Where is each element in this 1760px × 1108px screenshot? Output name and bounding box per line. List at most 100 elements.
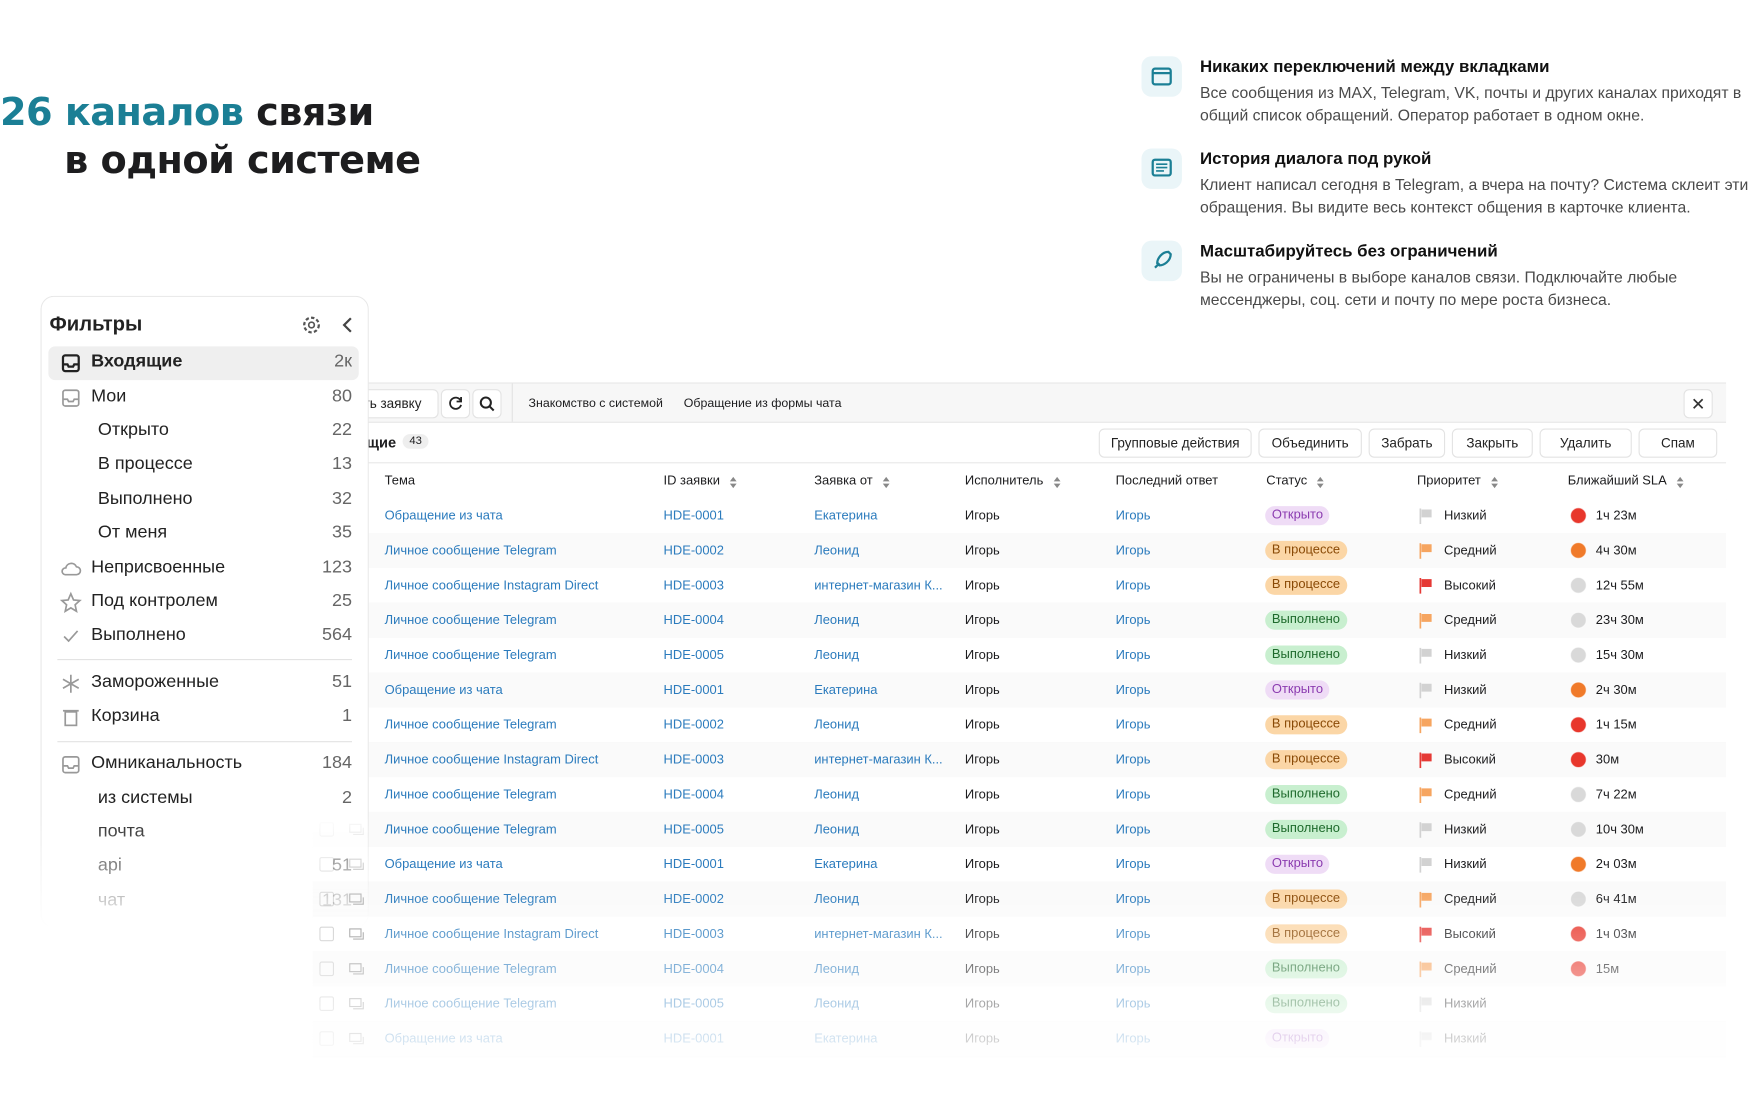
cell-text[interactable]: Екатерина <box>814 858 878 872</box>
cell-text[interactable]: Игорь <box>1115 718 1151 733</box>
cell-text[interactable]: HDE-0005 <box>663 648 724 663</box>
cell-text[interactable]: Леонид <box>814 997 860 1012</box>
cell-text[interactable]: HDE-0003 <box>663 753 724 767</box>
cell-text[interactable]: Игорь <box>1115 648 1151 663</box>
cell-text[interactable]: Екатерина <box>814 683 878 698</box>
row-checkbox[interactable] <box>319 926 335 942</box>
filter-label[interactable]: Выполнено <box>97 489 193 509</box>
cell-text[interactable]: Игорь <box>1115 1032 1151 1046</box>
cell-text[interactable]: Личное сообщение Instagram Direct <box>384 927 599 942</box>
cell-text[interactable]: Игорь <box>1115 788 1151 802</box>
cell-text[interactable]: Леонид <box>814 718 860 733</box>
row-checkbox[interactable] <box>319 996 335 1012</box>
filter-label[interactable]: От меня <box>97 522 168 543</box>
cell-text[interactable]: HDE-0002 <box>663 718 724 733</box>
cell-text[interactable]: Обращение из чата <box>384 683 503 698</box>
cell-text[interactable]: Игорь <box>1115 509 1151 523</box>
cell-text[interactable]: Екатерина <box>814 1032 878 1046</box>
filter-label[interactable]: почта <box>97 822 145 842</box>
cell-text[interactable]: HDE-0004 <box>663 962 724 977</box>
column-header[interactable]: Приоритет <box>1416 474 1481 489</box>
settings-icon[interactable] <box>300 314 322 336</box>
cell-text[interactable]: HDE-0002 <box>663 892 724 907</box>
filter-label[interactable]: Замороженные <box>91 672 220 692</box>
cell-text[interactable]: Леонид <box>814 892 860 907</box>
cell-text[interactable]: Личное сообщение Telegram <box>384 544 557 558</box>
row-checkbox[interactable] <box>319 961 335 977</box>
cell-text[interactable]: Игорь <box>1115 683 1151 698</box>
column-header[interactable]: Тема <box>384 474 416 489</box>
filter-label[interactable]: В процессе <box>97 454 193 474</box>
column-header[interactable]: Ближайший SLA <box>1567 474 1667 489</box>
action-button[interactable]: Закрыть <box>1451 428 1533 458</box>
column-header[interactable]: Исполнитель <box>964 474 1044 489</box>
action-button[interactable]: Групповые действия <box>1098 428 1252 458</box>
filter-label[interactable]: чат <box>97 890 126 910</box>
column-header[interactable]: Последний ответ <box>1115 474 1218 489</box>
filter-label[interactable]: Под контролем <box>91 591 218 611</box>
cell-text[interactable]: Игорь <box>1115 753 1151 767</box>
cell-text[interactable]: интернет-магазин К... <box>814 927 943 942</box>
cell-text[interactable]: Личное сообщение Telegram <box>384 614 557 628</box>
cell-text[interactable]: Личное сообщение Telegram <box>384 718 557 733</box>
cell-text[interactable]: Игорь <box>1115 544 1151 558</box>
cell-text[interactable]: Игорь <box>1115 823 1151 837</box>
cell-text[interactable]: HDE-0001 <box>663 509 724 523</box>
cell-text[interactable]: Личное сообщение Telegram <box>384 962 557 977</box>
filter-label[interactable]: Корзина <box>91 706 160 726</box>
filter-label[interactable]: Открыто <box>97 420 169 440</box>
column-header[interactable]: Заявка от <box>814 474 873 489</box>
cell-text[interactable]: HDE-0002 <box>663 544 724 558</box>
cell-text[interactable]: HDE-0004 <box>663 614 724 628</box>
cell-text[interactable]: Леонид <box>814 788 860 802</box>
cell-text[interactable]: Обращение из чата <box>384 858 503 872</box>
cell-text[interactable]: HDE-0003 <box>663 927 724 942</box>
filter-label[interactable]: из системы <box>97 788 193 808</box>
action-button[interactable]: Удалить <box>1539 428 1632 458</box>
filter-label[interactable]: api <box>97 855 122 875</box>
filter-label[interactable]: Неприсвоенные <box>91 557 226 577</box>
cell-text[interactable]: Игорь <box>1115 892 1151 907</box>
cell-text[interactable]: HDE-0005 <box>663 823 724 837</box>
column-header[interactable]: Статус <box>1266 474 1308 489</box>
cell-text[interactable]: Личное сообщение Telegram <box>384 997 557 1012</box>
cell-text[interactable]: Обращение из чата <box>384 1032 503 1046</box>
cell-text[interactable]: Игорь <box>1115 614 1151 628</box>
cell-text[interactable]: Игорь <box>1115 962 1151 977</box>
cell-text[interactable]: HDE-0001 <box>663 858 724 872</box>
cell-text[interactable]: интернет-магазин К... <box>814 579 943 593</box>
filter-label[interactable]: Омниканальность <box>91 753 243 773</box>
cell-text[interactable]: Личное сообщение Instagram Direct <box>384 753 599 767</box>
cell-text[interactable]: Леонид <box>814 648 860 663</box>
action-button[interactable]: Объединить <box>1258 428 1362 458</box>
cell-text[interactable]: Личное сообщение Telegram <box>384 788 557 802</box>
cell-text[interactable]: HDE-0003 <box>663 579 724 593</box>
cell-text[interactable]: HDE-0005 <box>663 997 724 1012</box>
cell-text[interactable]: Обращение из чата <box>384 509 503 523</box>
filter-label[interactable]: Выполнено <box>91 625 186 645</box>
cell-text[interactable]: Игорь <box>1115 927 1151 942</box>
cell-text[interactable]: Личное сообщение Telegram <box>384 892 557 907</box>
cell-text[interactable]: HDE-0001 <box>663 683 724 698</box>
tab[interactable]: Обращение из формы чата <box>683 396 842 411</box>
cell-text[interactable]: Личное сообщение Telegram <box>384 648 557 663</box>
cell-text[interactable]: HDE-0004 <box>663 788 724 802</box>
filter-label[interactable]: Входящие <box>91 351 183 372</box>
cell-text[interactable]: Личное сообщение Instagram Direct <box>384 579 599 593</box>
action-button[interactable]: Спам <box>1638 428 1718 458</box>
cell-text[interactable]: Леонид <box>814 823 860 837</box>
cell-text[interactable]: Леонид <box>814 544 860 558</box>
cell-text[interactable]: интернет-магазин К... <box>814 753 943 767</box>
cell-text[interactable]: Игорь <box>1115 997 1151 1012</box>
collapse-icon[interactable] <box>339 314 357 336</box>
cell-text[interactable]: Леонид <box>814 962 860 977</box>
cell-text[interactable]: Екатерина <box>814 509 878 523</box>
cell-text[interactable]: Личное сообщение Telegram <box>384 823 557 837</box>
cell-text[interactable]: HDE-0001 <box>663 1032 724 1046</box>
column-header[interactable]: ID заявки <box>663 474 720 489</box>
tab[interactable]: Знакомство с системой <box>528 396 663 411</box>
filter-label[interactable]: Мои <box>91 386 127 406</box>
row-checkbox[interactable] <box>319 1031 335 1046</box>
action-button[interactable]: Забрать <box>1368 428 1446 458</box>
cell-text[interactable]: Игорь <box>1115 579 1151 593</box>
